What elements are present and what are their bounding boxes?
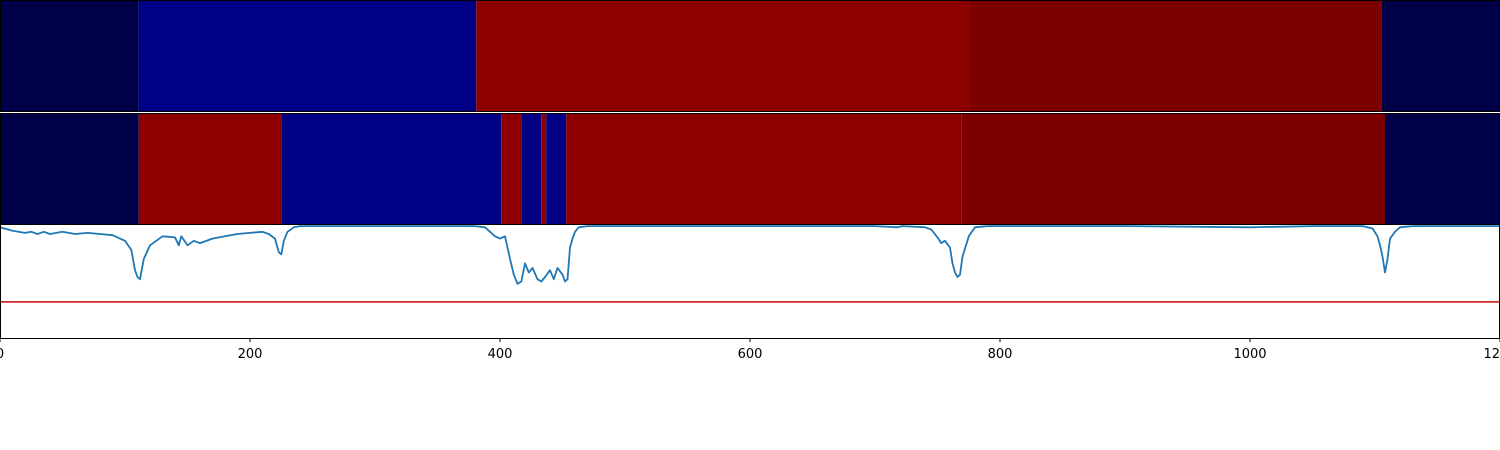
segment-1-0 [0, 113, 139, 225]
x-tick-label-0: 0 [0, 347, 4, 362]
segment-1-5 [541, 113, 547, 225]
segment-1-4 [521, 113, 542, 225]
segment-1-8 [961, 113, 1385, 225]
x-tick-label-4: 800 [988, 347, 1013, 362]
segment-1-2 [281, 113, 502, 225]
segment-0-1 [138, 0, 477, 112]
x-tick-label-3: 600 [738, 347, 763, 362]
line-panel [0, 225, 1500, 303]
segment-0-0 [0, 0, 139, 112]
segment-0-4 [1381, 0, 1500, 112]
x-axis: 0 200 400 600 800 1000 1200 [0, 338, 1500, 362]
segment-1-3 [501, 113, 522, 225]
x-tick-label-1: 200 [238, 347, 263, 362]
segment-0-2 [476, 0, 970, 112]
segment-row-bottom [0, 113, 1500, 225]
x-tick-label-2: 400 [488, 347, 513, 362]
series-line [0, 225, 1500, 285]
segment-1-7 [566, 113, 962, 225]
x-tick-label-5: 1000 [1233, 347, 1266, 362]
segment-1-1 [138, 113, 282, 225]
segment-1-6 [546, 113, 567, 225]
segment-0-3 [970, 0, 1382, 112]
x-tick-label-6: 1200 [1483, 347, 1500, 362]
segment-1-9 [1385, 113, 1500, 225]
segment-row-top [0, 0, 1500, 112]
